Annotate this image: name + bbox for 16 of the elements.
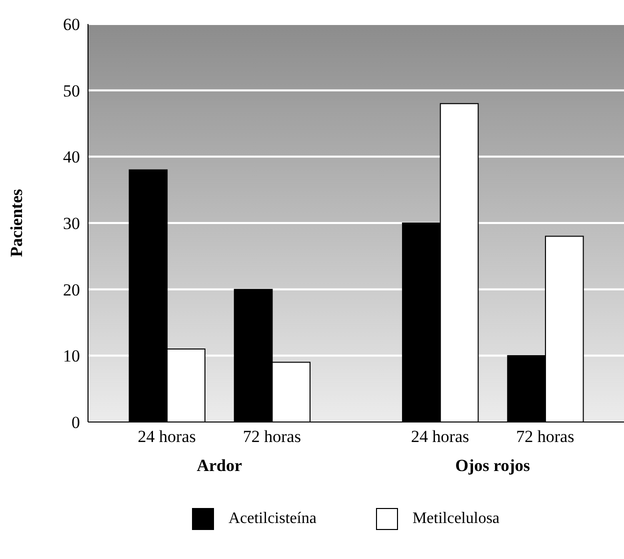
text: Ardor [196, 456, 244, 476]
legend-label: Metilcelulosa [412, 510, 500, 528]
y-axis-title: Pacientes [7, 188, 26, 257]
y-tick-label: 20 [63, 280, 80, 300]
y-tick-label: 0 [72, 413, 80, 432]
legend-label: Acetilcisteína [228, 510, 316, 528]
x-tick-label: 24 horas [411, 427, 470, 446]
y-tick-label: 50 [63, 81, 80, 100]
y-tick-label: 40 [63, 148, 80, 167]
x-tick-label: 24 horas [138, 427, 196, 446]
x-tick-label: 72 horas [242, 427, 301, 446]
text: Ojos rojos [454, 456, 531, 476]
y-tick-label: 60 [63, 15, 80, 34]
x-tick-label: 72 horas [516, 427, 574, 446]
y-tick-label: 30 [63, 214, 80, 234]
y-tick-label: 10 [63, 346, 80, 366]
